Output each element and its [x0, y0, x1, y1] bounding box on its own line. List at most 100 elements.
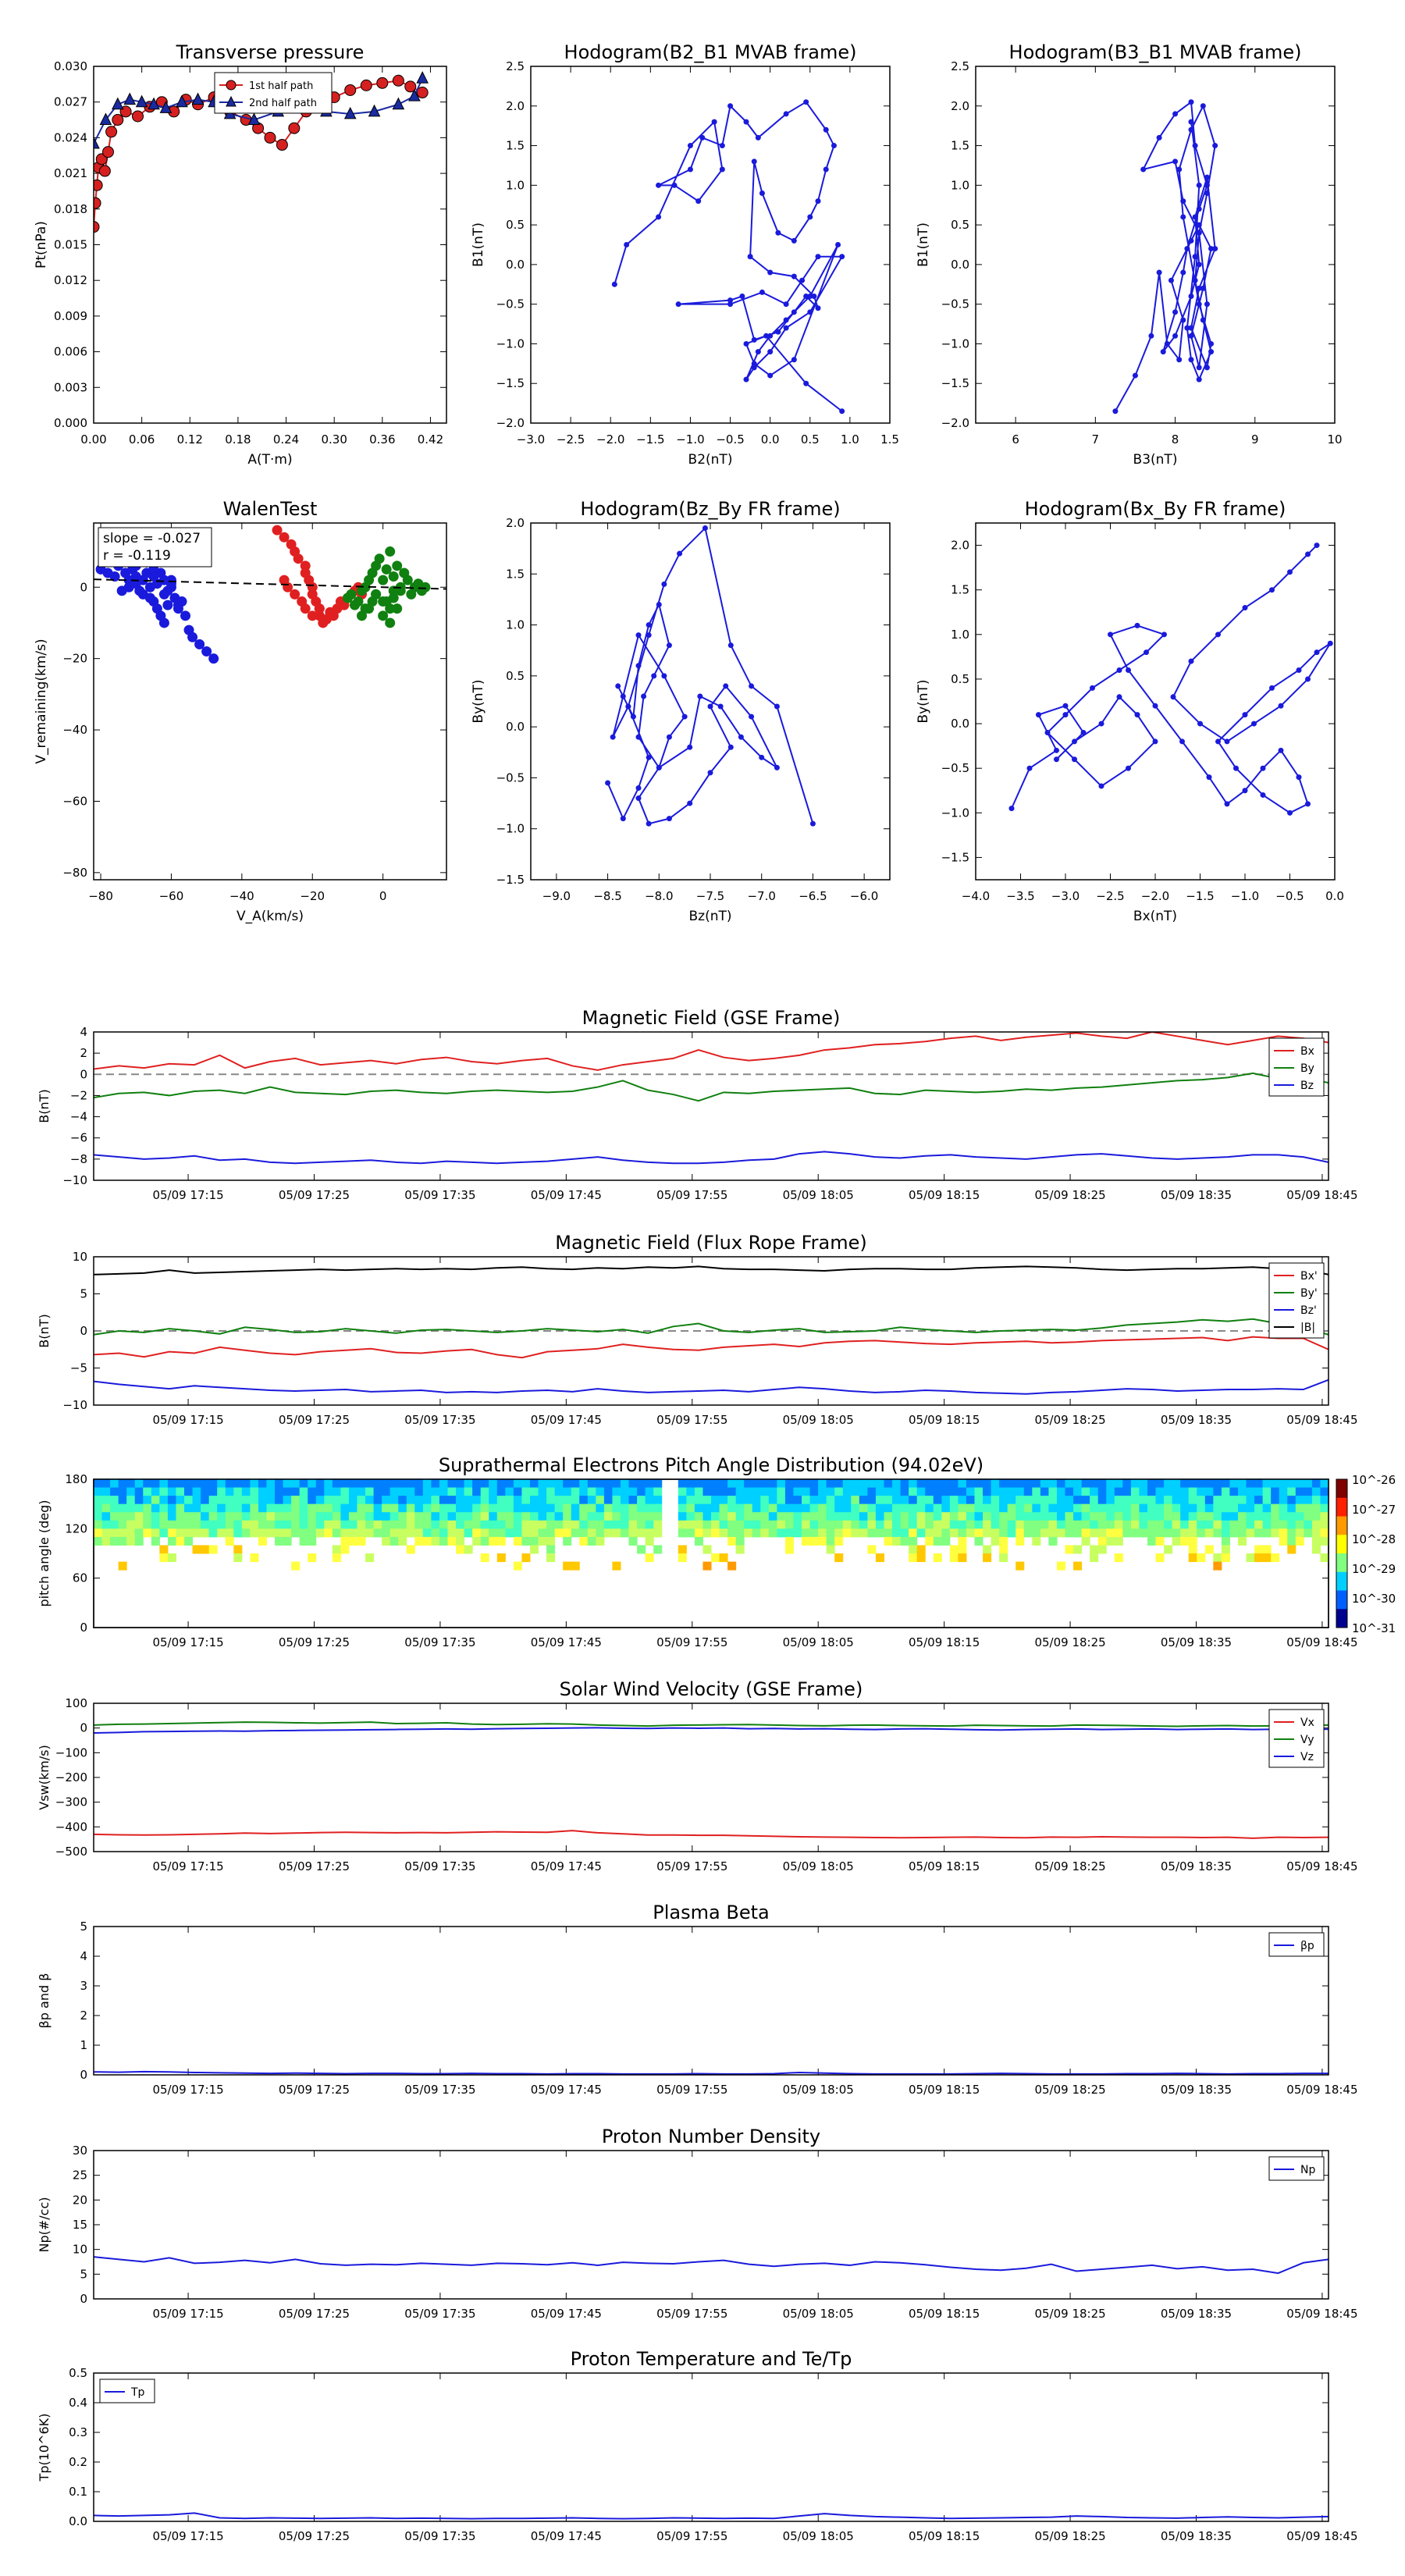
y-tick-label: 0 [80, 2068, 87, 2082]
heatmap-cell [909, 1479, 918, 1489]
y-tick-label: 2.0 [506, 99, 525, 113]
heatmap-cell [735, 1503, 745, 1513]
heatmap-cell [1007, 1479, 1016, 1489]
heatmap-cell [809, 1528, 819, 1538]
heatmap-cell [225, 1496, 234, 1505]
heatmap-cell [1246, 1553, 1255, 1563]
data-point [420, 582, 431, 592]
heatmap-cell [529, 1503, 539, 1513]
heatmap-cell [1016, 1496, 1025, 1505]
heatmap-cell [760, 1520, 770, 1529]
hodogram-point [815, 305, 821, 311]
x-tick-label: 0.12 [177, 432, 203, 447]
heatmap-cell [719, 1528, 728, 1538]
heatmap-cell [348, 1512, 357, 1521]
heatmap-cell [324, 1479, 333, 1489]
hodogram-point [1204, 174, 1210, 180]
hodogram-point [646, 622, 652, 628]
heatmap-cell [842, 1496, 852, 1505]
heatmap-cell [744, 1479, 753, 1489]
hodogram-point [1152, 738, 1158, 745]
heatmap-cell [1073, 1496, 1083, 1505]
y-tick-label: 0.5 [506, 218, 525, 232]
heatmap-cell [1106, 1479, 1115, 1489]
heatmap-cell [702, 1528, 712, 1538]
heatmap-cell [1237, 1520, 1247, 1529]
heatmap-cell [711, 1520, 720, 1529]
heatmap-cell [809, 1536, 819, 1546]
series-line [94, 2070, 1329, 2075]
heatmap-cell [916, 1503, 926, 1513]
heatmap-cell [925, 1528, 934, 1538]
heatmap-cell [1065, 1545, 1074, 1554]
x-tick-label: −0.5 [716, 432, 744, 447]
y-tick-label: −0.5 [496, 297, 525, 311]
hodogram-point [1242, 788, 1248, 794]
y-tick-label: 2.0 [951, 539, 969, 553]
heatmap-cell [431, 1520, 440, 1529]
heatmap-cell [1016, 1479, 1025, 1489]
heatmap-cell [1237, 1528, 1247, 1538]
heatmap-cell [909, 1520, 918, 1529]
hodogram-point [727, 642, 734, 649]
heatmap-cell [900, 1512, 909, 1521]
heatmap-cell [94, 1503, 103, 1513]
heatmap-cell [875, 1487, 884, 1496]
hodogram-line [1011, 544, 1332, 814]
heatmap-cell [472, 1520, 482, 1529]
heatmap-cell [176, 1536, 185, 1546]
x-tick-label: −0.5 [1275, 889, 1304, 903]
heatmap-cell [1048, 1496, 1058, 1505]
data-point [201, 646, 212, 657]
heatmap-cell [900, 1479, 909, 1489]
heatmap-cell [118, 1536, 127, 1546]
heatmap-cell [480, 1520, 489, 1529]
heatmap-cell [941, 1503, 951, 1513]
heatmap-cell [620, 1479, 630, 1489]
y-axis-label: B1(nT) [471, 222, 486, 267]
heatmap-cell [678, 1520, 687, 1529]
heatmap-cell [521, 1479, 531, 1489]
y-tick-label: 0.5 [951, 218, 969, 232]
heatmap-cell [521, 1536, 531, 1546]
heatmap-cell [999, 1503, 1008, 1513]
x-tick-label: 05/09 17:15 [152, 2529, 223, 2543]
heatmap-cell [439, 1536, 449, 1546]
heatmap-cell [1180, 1496, 1190, 1505]
heatmap-cell [1056, 1503, 1066, 1513]
heatmap-cell [933, 1520, 942, 1529]
heatmap-cell [826, 1512, 835, 1521]
heatmap-cell [472, 1528, 482, 1538]
heatmap-cell [777, 1520, 786, 1529]
hodogram-point [831, 143, 837, 149]
data-point [360, 79, 372, 91]
hodogram-point [723, 683, 729, 689]
hodogram-point [1208, 246, 1215, 252]
hodogram-point [666, 734, 672, 740]
heatmap-cell [192, 1496, 201, 1505]
heatmap-cell [1130, 1496, 1140, 1505]
x-tick-label: 0.5 [801, 432, 820, 447]
hodogram-point [687, 744, 693, 750]
hodogram-point [1204, 182, 1210, 188]
legend-marker [226, 80, 237, 91]
x-tick-label: 05/09 17:25 [279, 1413, 350, 1427]
heatmap-cell [283, 1536, 292, 1546]
heatmap-cell [1056, 1561, 1066, 1571]
heatmap-cell [480, 1487, 489, 1496]
heatmap-cell [571, 1503, 580, 1513]
y-tick-label: 0.5 [506, 669, 525, 683]
heatmap-cell [299, 1512, 308, 1521]
heatmap-cell [496, 1496, 506, 1505]
heatmap-cell [1271, 1553, 1280, 1563]
heatmap-cell [1065, 1503, 1074, 1513]
heatmap-cell [439, 1528, 449, 1538]
hodogram-point [815, 254, 821, 260]
hodogram-point [1314, 649, 1320, 656]
y-tick-label: 1.5 [506, 139, 525, 153]
heatmap-cell [472, 1487, 482, 1496]
x-tick-label: 05/09 17:25 [279, 2307, 350, 2321]
heatmap-cell [266, 1512, 276, 1521]
heatmap-cell [151, 1503, 160, 1513]
heatmap-cell [1172, 1520, 1181, 1529]
